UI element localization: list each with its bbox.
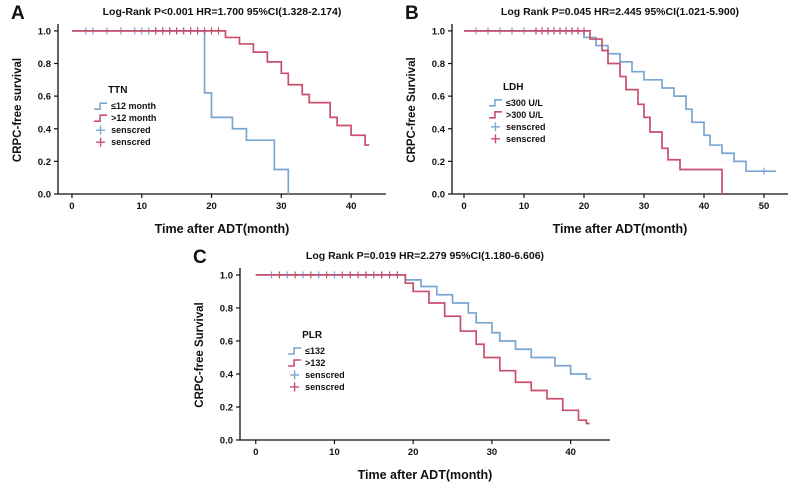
svg-text:>300 U/L: >300 U/L [506,110,544,120]
svg-text:0.2: 0.2 [38,157,51,168]
panel-c: C Log Rank P=0.019 HR=2.279 95%CI(1.180-… [190,246,626,488]
svg-text:30: 30 [639,201,650,212]
svg-text:0.4: 0.4 [220,369,234,380]
svg-text:0.6: 0.6 [220,336,233,347]
svg-text:senscred: senscred [305,382,345,392]
svg-text:0.2: 0.2 [220,402,233,413]
svg-text:Log Rank P=0.019 HR=2.279: Log Rank P=0.019 HR=2.279 95%CI(1.180-6.… [306,250,544,262]
svg-text:20: 20 [579,201,590,212]
svg-text:0.6: 0.6 [38,92,51,103]
svg-text:≤12 month: ≤12 month [111,101,156,111]
svg-text:40: 40 [346,201,357,212]
svg-text:≤300 U/L: ≤300 U/L [506,98,543,108]
panel-label-a: A [11,3,25,24]
svg-text:Time after ADT(month): Time after ADT(month) [155,222,290,236]
svg-text:10: 10 [329,447,340,458]
svg-text:Log-Rank P<0.001 HR=1.700 9: Log-Rank P<0.001 HR=1.700 95%CI(1.328-2.… [103,6,342,18]
svg-text:0.0: 0.0 [432,190,445,201]
svg-text:senscred: senscred [111,125,151,135]
svg-text:0.2: 0.2 [432,157,445,168]
svg-text:0.0: 0.0 [220,436,233,447]
svg-text:>12 month: >12 month [111,113,156,123]
svg-text:50: 50 [759,201,770,212]
svg-text:1.0: 1.0 [432,26,445,37]
svg-text:40: 40 [699,201,710,212]
panel-label-c: C [193,247,207,268]
svg-text:0.4: 0.4 [432,124,446,135]
svg-text:0.0: 0.0 [38,190,51,201]
km-chart-c: Log Rank P=0.019 HR=2.279 95%CI(1.180-6.… [194,250,610,482]
svg-text:≤132: ≤132 [305,346,325,356]
svg-text:30: 30 [487,447,498,458]
panel-b: B Log Rank P=0.045 HR=2.445 95%CI(1.021-… [402,2,802,242]
svg-text:1.0: 1.0 [220,270,233,281]
svg-text:0.6: 0.6 [432,92,445,103]
svg-text:senscred: senscred [111,137,151,147]
svg-text:CRPC-free Survival: CRPC-free Survival [194,302,206,407]
panel-a: A Log-Rank P<0.001 HR=1.700 95%CI(1.328-… [8,2,400,242]
svg-text:20: 20 [206,201,217,212]
svg-text:CRPC-free Survival: CRPC-free Survival [406,57,418,162]
svg-text:Log Rank P=0.045 HR=2.445: Log Rank P=0.045 HR=2.445 95%CI(1.021-5.… [501,6,739,18]
km-chart-a: Log-Rank P<0.001 HR=1.700 95%CI(1.328-2.… [12,6,386,236]
svg-text:0.8: 0.8 [38,59,51,70]
svg-text:0: 0 [461,201,466,212]
svg-text:20: 20 [408,447,419,458]
svg-text:0.8: 0.8 [432,59,445,70]
svg-text:0.4: 0.4 [38,124,52,135]
svg-text:>132: >132 [305,358,325,368]
svg-text:10: 10 [136,201,147,212]
svg-text:LDH: LDH [503,82,524,93]
svg-text:0: 0 [253,447,258,458]
svg-text:TTN: TTN [108,85,127,96]
svg-text:Time after ADT(month): Time after ADT(month) [358,468,493,482]
svg-text:CRPC-free survival: CRPC-free survival [12,58,24,162]
svg-text:0: 0 [69,201,74,212]
svg-text:PLR: PLR [302,330,323,341]
svg-text:senscred: senscred [305,370,345,380]
svg-text:30: 30 [276,201,287,212]
km-chart-b: Log Rank P=0.045 HR=2.445 95%CI(1.021-5.… [406,6,788,236]
svg-text:Time after ADT(month): Time after ADT(month) [553,222,688,236]
panel-label-b: B [405,3,419,24]
svg-text:0.8: 0.8 [220,303,233,314]
svg-text:1.0: 1.0 [38,26,51,37]
svg-text:10: 10 [519,201,530,212]
svg-text:40: 40 [565,447,576,458]
svg-text:senscred: senscred [506,122,546,132]
svg-text:senscred: senscred [506,134,546,144]
